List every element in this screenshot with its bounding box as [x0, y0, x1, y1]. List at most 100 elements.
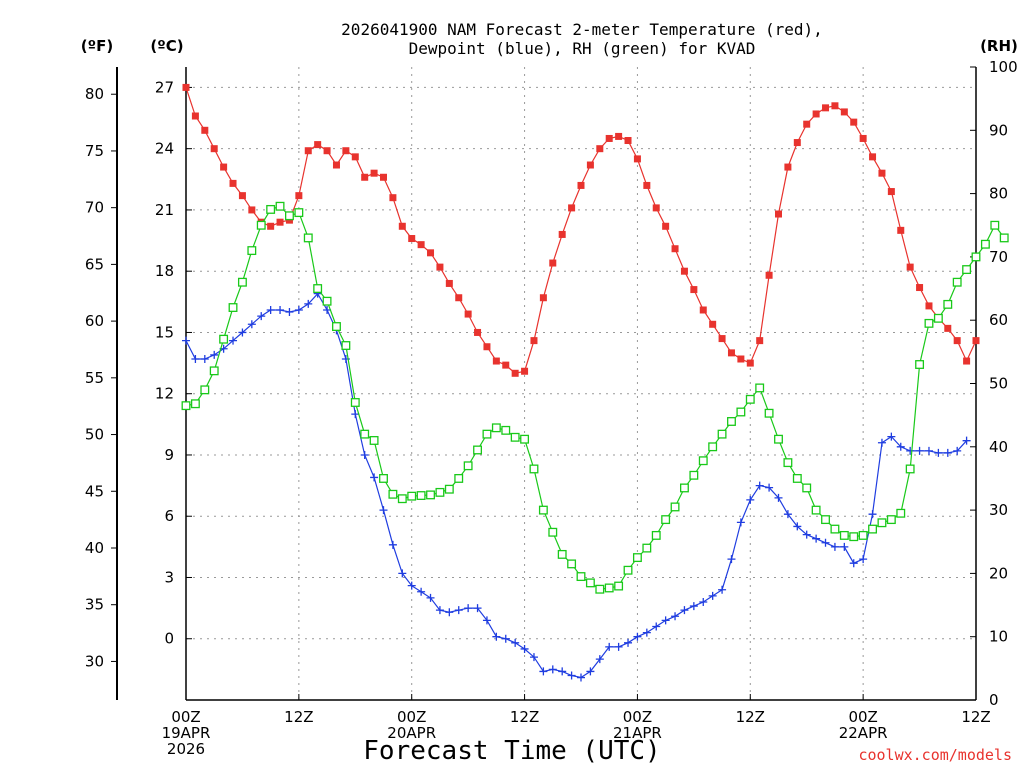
dewpoint-point — [210, 350, 219, 359]
temp-point — [417, 241, 425, 249]
dewpoint-point — [398, 569, 407, 578]
temp-point — [304, 147, 312, 155]
temp-point — [746, 359, 754, 367]
dewpoint-point — [435, 606, 444, 615]
rh-point — [303, 233, 313, 243]
temp-point — [314, 141, 322, 149]
x-axis-title: Forecast Time (UTC) — [363, 736, 660, 766]
dewpoint-point — [718, 585, 727, 594]
dewpoint-point — [774, 493, 783, 502]
fahrenheit-tick-label: 40 — [85, 539, 104, 557]
fahrenheit-tick-label: 55 — [85, 369, 104, 387]
dewpoint-point — [539, 667, 548, 676]
dewpoint-point — [445, 608, 454, 617]
dewpoint-point — [426, 593, 435, 602]
temp-point — [201, 126, 209, 134]
temp-point — [455, 294, 463, 302]
rh-point — [933, 313, 943, 323]
temp-point — [521, 367, 529, 375]
temp-point — [690, 286, 698, 294]
fahrenheit-tick-label: 50 — [85, 426, 104, 444]
dewpoint-point — [379, 506, 388, 515]
celsius-tick-label: 12 — [155, 385, 174, 403]
rh-point — [661, 515, 671, 525]
series-relative-humidity — [181, 201, 1009, 594]
rh-point — [529, 464, 539, 474]
rh-point — [680, 483, 689, 493]
x-tick-label: 12Z — [736, 708, 765, 726]
rh-point — [576, 572, 586, 582]
dewpoint-point — [802, 530, 811, 539]
celsius-unit-label: (ºC) — [150, 37, 183, 55]
temp-point — [276, 218, 284, 226]
temp-point — [953, 337, 961, 345]
dewpoint-point — [934, 448, 943, 457]
dewpoint-point — [520, 644, 529, 653]
dewpoint-point — [492, 632, 501, 641]
rh-tick-label: 100 — [989, 58, 1018, 76]
temp-point — [803, 120, 811, 128]
fahrenheit-tick-label: 45 — [85, 482, 104, 500]
rh-point — [623, 565, 633, 575]
x-tick-label: 00Z 22APR — [839, 708, 888, 742]
temp-point — [238, 192, 246, 200]
temp-point — [906, 263, 914, 271]
dewpoint-point — [586, 667, 595, 676]
rh-tick-label: 30 — [989, 501, 1008, 519]
temp-point — [408, 235, 416, 243]
rh-point — [350, 398, 360, 407]
chart-title-line1: 2026041900 NAM Forecast 2-meter Temperat… — [341, 20, 823, 39]
rh-point — [783, 458, 793, 468]
temp-point — [822, 104, 830, 112]
temp-point — [342, 147, 350, 155]
tick-labels: 2724211815129630807570656055504540353010… — [85, 58, 1018, 758]
temp-point — [389, 194, 397, 202]
rh-tick-label: 80 — [989, 185, 1008, 203]
dewpoint-point — [887, 432, 896, 441]
dewpoint-point — [304, 299, 313, 308]
rh-point — [604, 583, 614, 593]
x-tick-label: 12Z — [961, 708, 990, 726]
temp-point — [210, 145, 218, 153]
dewpoint-point — [877, 438, 886, 447]
temp-point — [220, 163, 228, 171]
fahrenheit-tick-label: 75 — [85, 142, 104, 160]
dewpoint-point — [614, 642, 623, 651]
rh-point — [294, 208, 304, 218]
dewpoint-point — [840, 542, 849, 551]
rh-point — [792, 473, 802, 483]
rh-point — [379, 473, 388, 483]
dewpoint-point — [567, 671, 576, 680]
dewpoint-point — [868, 510, 877, 519]
celsius-tick-label: 21 — [155, 201, 174, 219]
rh-point — [275, 201, 285, 211]
temp-point — [295, 192, 303, 200]
rh-point — [360, 429, 370, 439]
rh-point — [313, 284, 323, 293]
dewpoint-point — [689, 602, 698, 611]
fahrenheit-tick-label: 70 — [85, 199, 104, 217]
temp-point — [464, 310, 472, 318]
dewpoint-point — [962, 436, 971, 445]
temp-point — [229, 179, 237, 187]
temp-point — [718, 335, 726, 343]
rh-point — [538, 505, 548, 515]
rh-point — [999, 233, 1009, 243]
dewpoint-point — [464, 604, 473, 613]
dewpoint-point — [266, 305, 275, 314]
rh-point — [237, 277, 247, 287]
fahrenheit-unit-label: (ºF) — [81, 37, 113, 55]
temp-point — [680, 267, 688, 275]
temp-point — [633, 155, 641, 163]
dewpoint-point — [915, 446, 924, 455]
rh-point — [341, 341, 351, 350]
chart-title-line2: Dewpoint (blue), RH (green) for KVAD — [409, 39, 756, 58]
rh-point — [482, 429, 492, 439]
dewpoint-point — [906, 446, 915, 455]
rh-point — [285, 211, 294, 221]
rh-point — [980, 239, 990, 249]
rh-point — [548, 527, 558, 537]
rh-tick-label: 60 — [989, 311, 1008, 329]
fahrenheit-tick-label: 60 — [85, 312, 104, 330]
rh-point — [924, 318, 934, 328]
